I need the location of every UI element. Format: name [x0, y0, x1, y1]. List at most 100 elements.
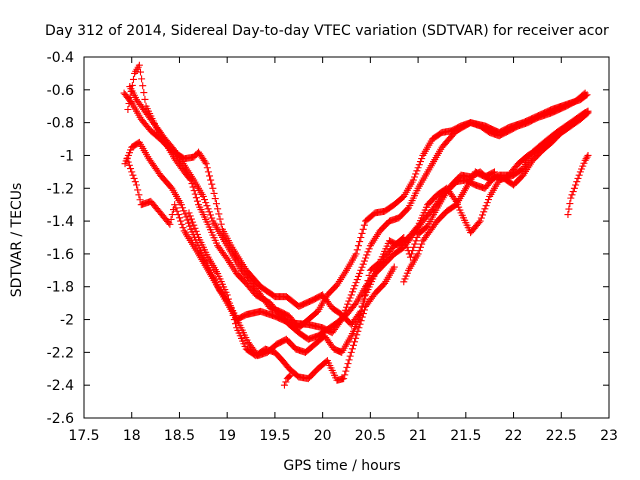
- data-point: [210, 189, 218, 197]
- data-point: [476, 217, 484, 225]
- data-point: [580, 90, 588, 98]
- data-point: [363, 251, 371, 259]
- series-track-9: [564, 151, 592, 219]
- y-tick-label: -2.2: [47, 345, 74, 361]
- x-tick-label: 22.5: [546, 428, 577, 444]
- data-point: [177, 217, 185, 225]
- y-tick-label: -1: [60, 148, 74, 164]
- data-point: [354, 242, 362, 250]
- data-point: [479, 211, 487, 219]
- data-point: [412, 237, 420, 245]
- data-point: [202, 199, 210, 207]
- data-point: [172, 204, 180, 212]
- data-point: [344, 360, 352, 368]
- data-point: [203, 164, 211, 172]
- data-point: [357, 317, 365, 325]
- data-point: [365, 245, 373, 253]
- data-point: [354, 327, 362, 335]
- data-point: [482, 202, 490, 210]
- y-tick-label: -2.6: [47, 411, 74, 427]
- data-point: [418, 240, 426, 248]
- data-point: [401, 237, 409, 245]
- data-point: [353, 276, 361, 284]
- chart-title: Day 312 of 2014, Sidereal Day-to-day VTE…: [45, 23, 609, 39]
- data-point: [206, 172, 214, 180]
- data-point: [390, 263, 398, 271]
- data-point: [211, 195, 219, 203]
- data-point: [190, 221, 198, 229]
- x-tick-label: 19: [218, 428, 236, 444]
- data-point: [416, 243, 424, 251]
- data-point: [356, 320, 364, 328]
- data-point: [205, 208, 213, 216]
- data-point: [354, 272, 362, 280]
- data-point: [409, 247, 417, 255]
- data-point: [139, 82, 147, 90]
- data-point: [413, 167, 421, 175]
- data-point: [584, 151, 592, 159]
- data-point: [400, 234, 408, 241]
- data-point: [568, 191, 576, 199]
- series-track-6: [185, 209, 398, 384]
- data-point: [182, 213, 190, 221]
- data-point: [356, 269, 364, 277]
- data-point: [217, 220, 225, 228]
- data-point: [228, 307, 236, 315]
- data-point: [355, 324, 363, 332]
- data-point: [187, 215, 195, 223]
- data-point: [403, 205, 411, 213]
- data-point: [350, 285, 358, 293]
- data-point: [175, 214, 183, 222]
- data-point: [134, 186, 142, 194]
- data-point: [573, 178, 581, 186]
- data-point: [179, 204, 187, 212]
- data-point: [216, 215, 224, 223]
- data-point: [583, 110, 591, 118]
- data-point: [413, 234, 421, 241]
- data-point: [360, 221, 368, 229]
- data-point: [359, 225, 367, 233]
- data-point: [402, 240, 410, 248]
- data-point: [212, 200, 220, 208]
- y-tick-label: -0.4: [47, 50, 74, 66]
- data-point: [125, 99, 133, 107]
- y-tick-label: -2: [60, 313, 74, 329]
- data-point: [138, 75, 146, 83]
- data-point: [204, 205, 212, 213]
- data-point: [348, 345, 356, 353]
- x-tick-label: 21: [409, 428, 427, 444]
- data-point: [127, 165, 135, 173]
- data-point: [345, 297, 353, 305]
- data-point: [193, 197, 201, 205]
- data-point: [173, 207, 181, 215]
- data-point: [360, 306, 368, 314]
- data-point: [357, 234, 365, 241]
- data-point: [403, 243, 411, 251]
- y-tick-label: -0.8: [47, 116, 74, 132]
- data-point: [411, 173, 419, 181]
- data-point: [364, 248, 372, 256]
- x-tick-label: 20.5: [355, 428, 386, 444]
- data-point: [199, 192, 207, 200]
- data-point: [353, 331, 361, 339]
- data-point: [349, 341, 357, 349]
- x-tick-label: 20: [314, 428, 332, 444]
- data-point: [214, 205, 222, 213]
- data-point: [572, 181, 580, 189]
- data-point: [412, 170, 420, 178]
- x-tick-label: 21.5: [450, 428, 481, 444]
- x-tick-label: 18.5: [164, 428, 195, 444]
- data-point: [481, 205, 489, 213]
- data-point: [348, 288, 356, 296]
- data-point: [351, 282, 359, 290]
- data-point: [352, 334, 360, 342]
- data-point: [340, 375, 348, 383]
- data-point: [574, 174, 582, 182]
- data-point: [133, 181, 140, 189]
- data-point: [179, 224, 187, 232]
- data-point: [566, 200, 574, 208]
- data-point: [224, 295, 232, 303]
- data-point: [229, 311, 237, 319]
- y-tick-label: -1.8: [47, 280, 74, 296]
